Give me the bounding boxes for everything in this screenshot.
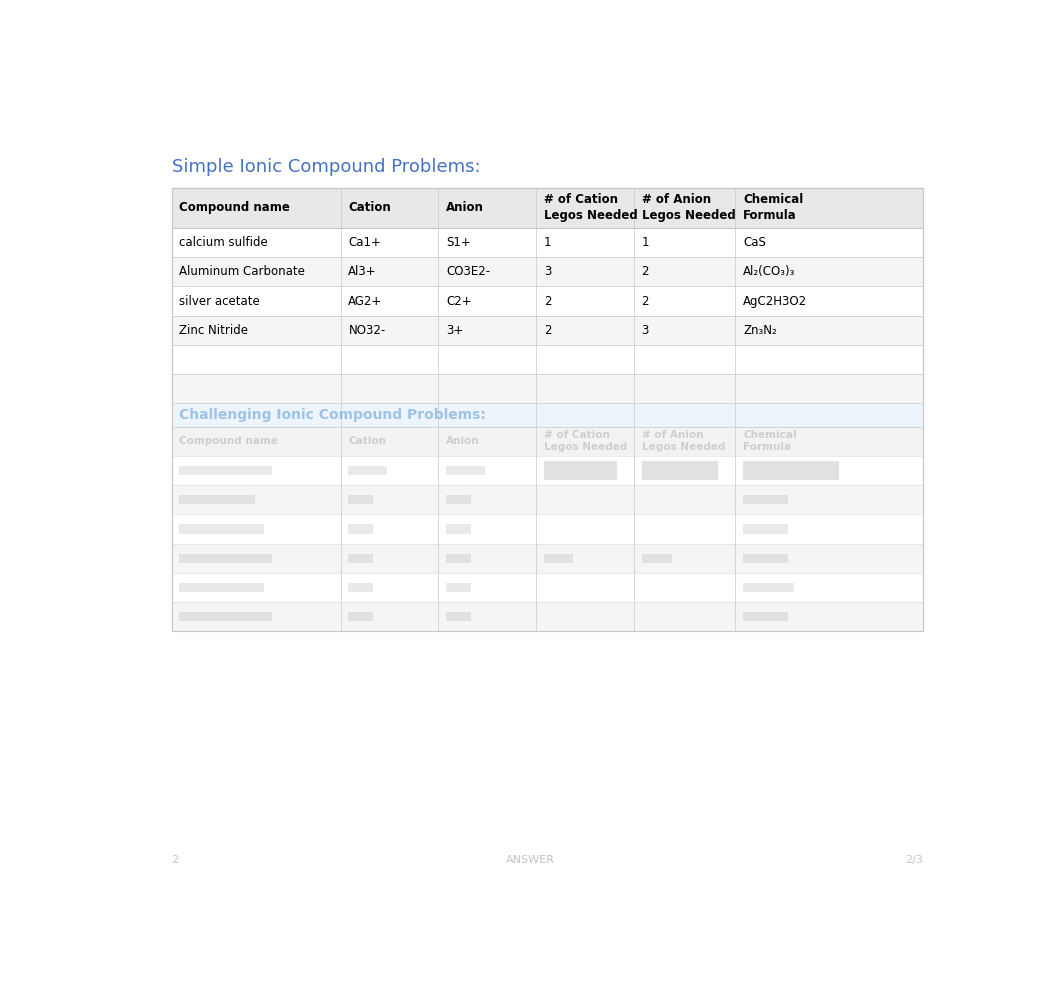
Text: Chemical
Formula: Chemical Formula: [743, 430, 796, 452]
Bar: [171, 257, 923, 286]
Bar: [743, 525, 788, 534]
Text: 3: 3: [544, 265, 551, 278]
Text: Cation: Cation: [348, 436, 387, 446]
Text: 2: 2: [641, 265, 649, 278]
Bar: [171, 426, 923, 455]
Bar: [348, 583, 373, 593]
Text: Aluminum Carbonate: Aluminum Carbonate: [179, 265, 305, 278]
Bar: [743, 495, 788, 505]
Text: 2: 2: [641, 294, 649, 307]
Text: S1+: S1+: [446, 236, 470, 249]
Text: Zinc Nitride: Zinc Nitride: [179, 324, 249, 336]
Text: 2: 2: [171, 855, 178, 865]
Bar: [446, 612, 470, 622]
Text: # of Cation
Legos Needed: # of Cation Legos Needed: [544, 193, 637, 222]
Text: Compound name: Compound name: [179, 436, 278, 446]
Text: Cation: Cation: [348, 201, 391, 214]
Text: ANSWER: ANSWER: [506, 855, 554, 865]
Text: Al3+: Al3+: [348, 265, 377, 278]
Text: Simple Ionic Compound Problems:: Simple Ionic Compound Problems:: [171, 157, 480, 175]
Text: Al₂(CO₃)₃: Al₂(CO₃)₃: [743, 265, 795, 278]
Bar: [171, 228, 923, 257]
Text: 1: 1: [544, 236, 551, 249]
Text: Chemical
Formula: Chemical Formula: [743, 193, 803, 222]
Bar: [171, 188, 923, 228]
Bar: [743, 612, 788, 622]
Text: # of Anion
Legos Needed: # of Anion Legos Needed: [641, 193, 735, 222]
Bar: [743, 460, 839, 479]
Text: 2: 2: [544, 324, 551, 336]
Bar: [348, 495, 373, 505]
Bar: [743, 583, 794, 593]
Bar: [171, 345, 923, 374]
Bar: [348, 525, 373, 534]
Text: Compound name: Compound name: [179, 201, 290, 214]
Bar: [171, 455, 923, 485]
Bar: [171, 374, 923, 403]
Text: 3: 3: [641, 324, 649, 336]
Text: silver acetate: silver acetate: [179, 294, 260, 307]
Bar: [179, 554, 272, 563]
Text: CaS: CaS: [743, 236, 766, 249]
Bar: [179, 465, 272, 475]
Bar: [179, 495, 255, 505]
Text: Zn₃N₂: Zn₃N₂: [743, 324, 776, 336]
Bar: [743, 554, 788, 563]
Bar: [446, 583, 470, 593]
Text: # of Cation
Legos Needed: # of Cation Legos Needed: [544, 430, 628, 452]
Bar: [446, 525, 470, 534]
Text: Anion: Anion: [446, 436, 480, 446]
Bar: [171, 485, 923, 515]
Text: C2+: C2+: [446, 294, 472, 307]
Bar: [446, 465, 485, 475]
Bar: [171, 286, 923, 315]
Text: 3+: 3+: [446, 324, 463, 336]
Text: # of Anion
Legos Needed: # of Anion Legos Needed: [641, 430, 725, 452]
Bar: [171, 603, 923, 632]
Bar: [348, 612, 373, 622]
Bar: [641, 460, 718, 479]
Bar: [179, 525, 263, 534]
Bar: [446, 495, 470, 505]
Text: Ca1+: Ca1+: [348, 236, 381, 249]
Text: AgC2H3O2: AgC2H3O2: [743, 294, 807, 307]
Bar: [179, 612, 272, 622]
Text: 2: 2: [544, 294, 551, 307]
Bar: [171, 188, 923, 632]
Text: Challenging Ionic Compound Problems:: Challenging Ionic Compound Problems:: [179, 408, 486, 422]
Bar: [544, 554, 573, 563]
Text: CO3E2-: CO3E2-: [446, 265, 491, 278]
Bar: [171, 315, 923, 345]
Bar: [171, 515, 923, 544]
Bar: [348, 465, 388, 475]
Bar: [179, 583, 263, 593]
Bar: [641, 554, 672, 563]
Bar: [171, 403, 923, 426]
Bar: [171, 544, 923, 573]
Bar: [348, 554, 373, 563]
Text: calcium sulfide: calcium sulfide: [179, 236, 268, 249]
Text: 1: 1: [641, 236, 649, 249]
Text: AG2+: AG2+: [348, 294, 382, 307]
Text: Anion: Anion: [446, 201, 484, 214]
Bar: [544, 460, 617, 479]
Text: 2/3: 2/3: [906, 855, 923, 865]
Text: NO32-: NO32-: [348, 324, 386, 336]
Bar: [446, 554, 470, 563]
Bar: [171, 573, 923, 603]
